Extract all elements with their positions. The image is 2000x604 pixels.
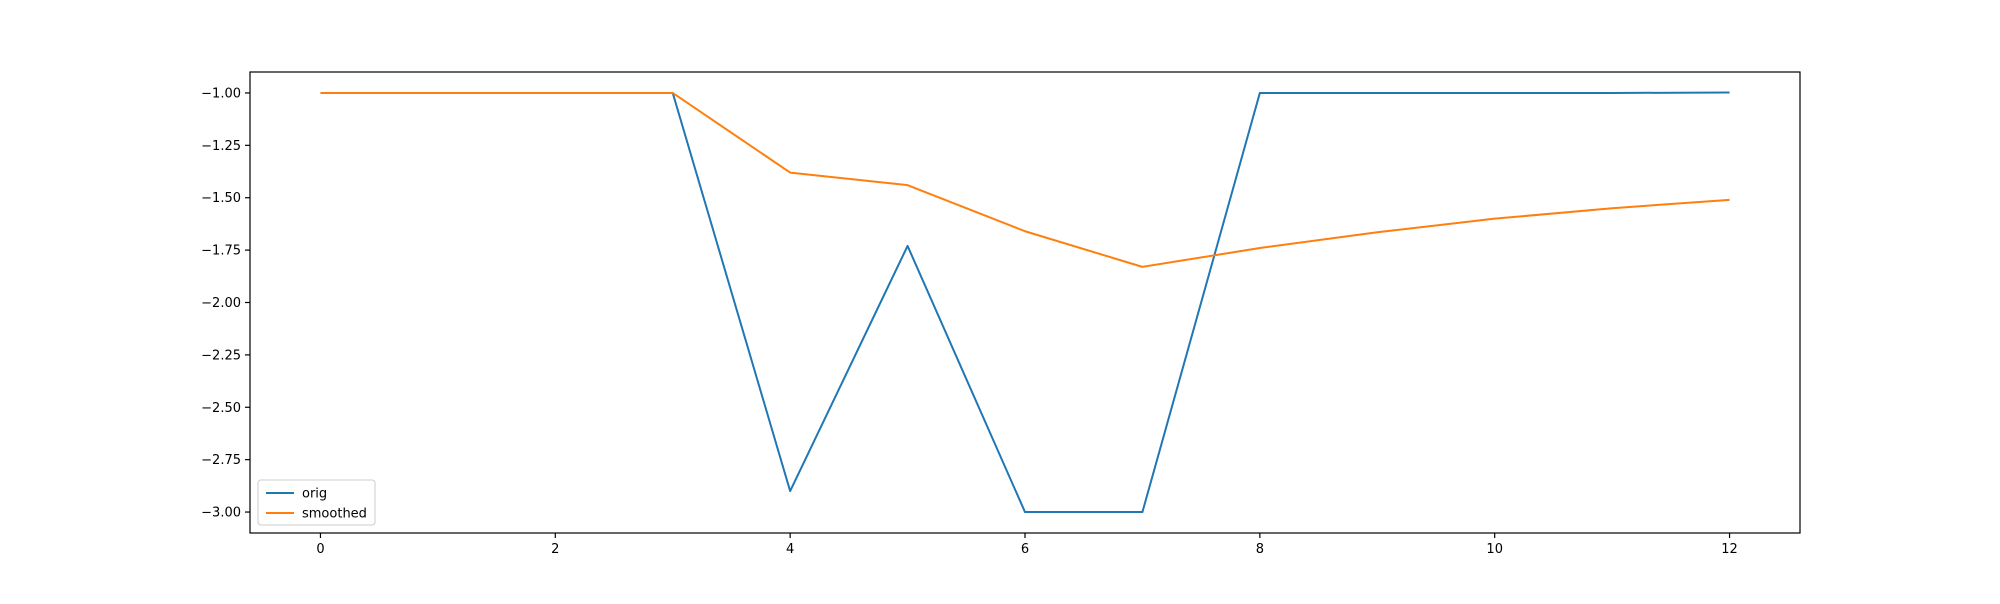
y-tick-label: −1.25: [201, 139, 241, 154]
x-axis: 0 2 4 6 8 10 12: [316, 533, 1738, 557]
x-tick-label: 12: [1721, 542, 1738, 557]
series-layer: [320, 91, 1730, 514]
y-tick-label: −2.50: [201, 401, 241, 416]
y-tick-label: −1.00: [201, 86, 241, 101]
legend-label-0: orig: [302, 487, 327, 502]
series-line-1: [320, 91, 1730, 268]
y-tick-label: −3.00: [201, 506, 241, 521]
legend-label-1: smoothed: [302, 507, 367, 522]
y-axis: −1.00 −1.25 −1.50 −1.75 −2.00 −2.25 −2.50 −2.75…: [201, 86, 250, 521]
x-tick-label: 6: [1021, 542, 1029, 557]
y-tick-label: −2.75: [201, 453, 241, 468]
y-tick-label: −2.00: [201, 296, 241, 311]
x-tick-label: 4: [786, 542, 794, 557]
plot-frame: [249, 71, 1801, 534]
x-tick-label: 2: [551, 542, 559, 557]
x-tick-label: 8: [1256, 542, 1264, 557]
series-line-0: [320, 91, 1730, 514]
x-tick-label: 0: [316, 542, 324, 557]
legend: orig smoothed: [257, 479, 376, 526]
y-tick-label: −2.25: [201, 348, 241, 363]
y-tick-label: −1.50: [201, 191, 241, 206]
x-tick-label: 10: [1486, 542, 1503, 557]
y-tick-label: −1.75: [201, 244, 241, 259]
